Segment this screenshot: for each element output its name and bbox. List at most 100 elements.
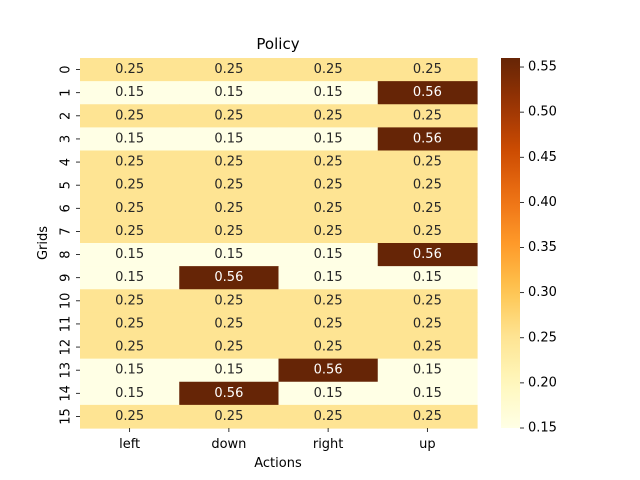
heatmap-cell	[179, 358, 280, 383]
cell-value-label: 0.25	[214, 293, 243, 308]
cell-value-label: 0.25	[115, 108, 144, 123]
heatmap-cell	[80, 219, 180, 244]
cell-value-label: 0.25	[314, 316, 343, 331]
cell-value-label: 0.15	[115, 386, 144, 401]
heatmap-cell	[278, 243, 379, 267]
heatmap-cell	[179, 150, 280, 175]
cell-value-label: 0.15	[115, 270, 144, 285]
heatmap-cell	[377, 335, 478, 360]
colorbar-tick-label: 0.20	[528, 375, 557, 390]
heatmap-cell	[377, 58, 478, 82]
cell-value-label: 0.25	[214, 340, 243, 355]
heatmap-cell	[377, 173, 478, 198]
cell-value-label: 0.25	[214, 201, 243, 216]
colorbar-tick-label: 0.25	[528, 330, 557, 345]
cell-value-label: 0.25	[314, 409, 343, 424]
cell-value-label: 0.25	[115, 409, 144, 424]
heatmap-cell	[179, 58, 280, 82]
y-tick-label: 9	[58, 274, 73, 282]
cell-value-label: 0.15	[115, 131, 144, 146]
heatmap-cell	[179, 312, 280, 337]
heatmap-cell	[377, 358, 478, 383]
heatmap-cell	[278, 312, 379, 337]
heatmap-cell	[80, 81, 180, 105]
cell-value-label: 0.56	[314, 363, 343, 378]
cell-value-label: 0.25	[214, 108, 243, 123]
heatmap-cell	[377, 81, 478, 105]
colorbar-tick-label: 0.55	[528, 60, 557, 75]
cell-value-label: 0.15	[413, 270, 442, 285]
y-axis-label: Grids	[36, 226, 51, 260]
heatmap-value-labels: 0.25 0.25 0.25 0.25 0.15 0.15 0.15 0.56 0.25 0.25…	[115, 62, 442, 424]
y-tick-label: 4	[59, 158, 74, 166]
heatmap-cell	[278, 404, 379, 429]
cell-value-label: 0.15	[314, 386, 343, 401]
heatmap-cell	[179, 404, 280, 429]
heatmap-cell	[179, 173, 280, 198]
heatmap-cell	[80, 150, 180, 175]
y-tick-label: 11	[58, 316, 73, 333]
cell-value-label: 0.25	[115, 155, 144, 170]
colorbar-tick-label: 0.50	[528, 105, 557, 120]
chart-title: Policy	[256, 35, 299, 53]
cell-value-label: 0.15	[413, 363, 442, 378]
heatmap-cell	[278, 219, 379, 244]
heatmap-cell	[179, 289, 280, 313]
cell-value-label: 0.25	[413, 62, 442, 77]
heatmap-cell	[278, 358, 379, 383]
heatmap-cell	[278, 173, 379, 198]
cell-value-label: 0.25	[115, 62, 144, 77]
heatmap-cell	[179, 219, 280, 244]
cell-value-label: 0.25	[314, 108, 343, 123]
x-axis: left down right up	[119, 428, 436, 452]
cell-value-label: 0.15	[314, 270, 343, 285]
cell-value-label: 0.25	[115, 316, 144, 331]
cell-value-label: 0.56	[413, 85, 442, 100]
heatmap-cell	[179, 81, 280, 105]
cell-value-label: 0.25	[214, 178, 243, 193]
y-tick-label: 6	[59, 204, 74, 212]
cell-value-label: 0.25	[115, 340, 144, 355]
cell-value-label: 0.25	[413, 108, 442, 123]
heatmap-cell	[377, 196, 478, 221]
cell-value-label: 0.25	[314, 178, 343, 193]
colorbar-tick-label: 0.35	[528, 240, 557, 255]
cell-value-label: 0.25	[413, 293, 442, 308]
cell-value-label: 0.25	[115, 201, 144, 216]
heatmap-cell	[377, 289, 478, 313]
heatmap-cell	[377, 312, 478, 337]
heatmap-cell	[80, 243, 180, 267]
heatmap-cell	[179, 104, 280, 128]
cell-value-label: 0.15	[413, 386, 442, 401]
cell-value-label: 0.25	[314, 293, 343, 308]
heatmap-cell	[278, 289, 379, 313]
cell-value-label: 0.25	[413, 340, 442, 355]
y-tick-label: 15	[58, 408, 73, 425]
y-tick-label: 7	[58, 227, 73, 235]
x-tick-label: up	[419, 437, 436, 452]
heatmap-cell	[80, 173, 180, 198]
cell-value-label: 0.15	[214, 247, 243, 262]
heatmap-cell	[377, 127, 478, 152]
heatmap-cell	[377, 404, 478, 429]
cell-value-label: 0.25	[314, 62, 343, 77]
cell-value-label: 0.25	[115, 293, 144, 308]
heatmap-cell	[179, 381, 280, 406]
y-tick-label: 12	[59, 339, 74, 356]
cell-value-label: 0.15	[314, 131, 343, 146]
y-tick-label: 2	[59, 112, 74, 120]
heatmap-cell	[80, 58, 180, 82]
cell-value-label: 0.25	[214, 62, 243, 77]
cell-value-label: 0.25	[413, 409, 442, 424]
heatmap-cell	[80, 104, 180, 128]
cell-value-label: 0.25	[314, 155, 343, 170]
cell-value-label: 0.15	[314, 247, 343, 262]
heatmap-cell	[80, 381, 180, 406]
y-tick-label: 10	[59, 293, 74, 310]
heatmap-cell	[179, 335, 280, 360]
cell-value-label: 0.25	[413, 201, 442, 216]
heatmap-cell	[80, 312, 180, 337]
